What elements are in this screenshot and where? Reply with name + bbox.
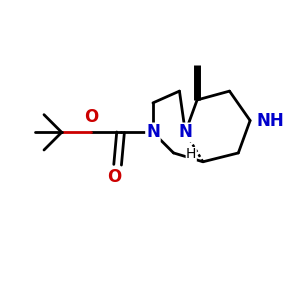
Text: H: H: [186, 147, 196, 161]
Text: NH: NH: [256, 112, 284, 130]
Text: N: N: [178, 123, 192, 141]
Text: N: N: [146, 123, 160, 141]
Text: O: O: [107, 168, 122, 186]
Text: O: O: [84, 108, 98, 126]
